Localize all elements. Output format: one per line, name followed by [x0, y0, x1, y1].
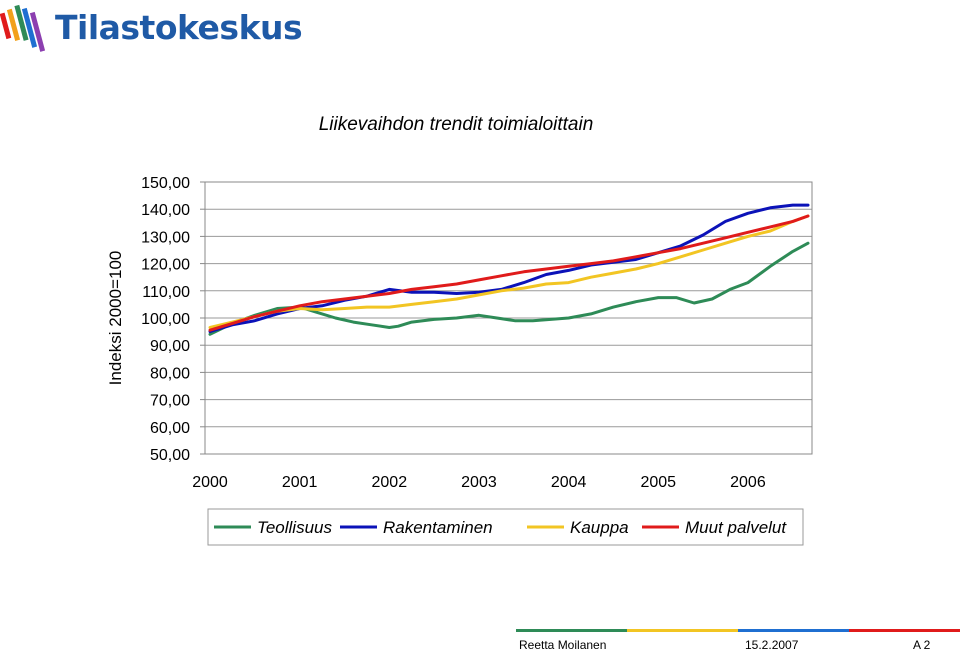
y-tick-label: 50,00 [150, 447, 190, 464]
legend-label: Kauppa [570, 518, 629, 537]
x-tick-label: 2002 [372, 474, 408, 491]
legend-label: Muut palvelut [685, 518, 787, 537]
x-tick-label: 2004 [551, 474, 587, 491]
y-tick-label: 130,00 [141, 229, 190, 246]
series-line-muut-palvelut [208, 214, 810, 332]
footer-stripes [516, 629, 960, 632]
footer-page-number: A 2 [913, 638, 931, 652]
footer-stripe [738, 629, 849, 632]
y-tick-label: 60,00 [150, 420, 190, 437]
series-line-kauppa [208, 214, 810, 329]
footer-stripe [516, 629, 627, 632]
plot-area [204, 181, 813, 455]
y-tick-label: 70,00 [150, 393, 190, 410]
tilastokeskus-logo: Tilastokeskus [0, 0, 303, 64]
y-tick-label: 100,00 [141, 311, 190, 328]
y-tick-label: 140,00 [141, 202, 190, 219]
series-line-teollisuus [208, 241, 810, 336]
series-lines [208, 203, 810, 336]
y-tick-label: 90,00 [150, 338, 190, 355]
x-tick-label: 2006 [730, 474, 766, 491]
footer-author: Reetta Moilanen [519, 638, 607, 652]
logo-mark-icon [0, 4, 46, 52]
logo-wordmark: Tilastokeskus [55, 8, 303, 47]
footer-date: 15.2.2007 [745, 638, 799, 652]
y-tick-label: 80,00 [150, 365, 190, 382]
footer-stripe [627, 629, 738, 632]
x-tick-label: 2000 [192, 474, 228, 491]
series-line-rakentaminen [208, 203, 810, 334]
y-tick-label: 150,00 [141, 175, 190, 192]
x-tick-label: 2001 [282, 474, 318, 491]
x-tick-label: 2005 [640, 474, 676, 491]
legend-label: Rakentaminen [383, 518, 493, 537]
gridlines [200, 181, 812, 455]
y-axis-label: Indeksi 2000=100 [106, 251, 125, 386]
y-tick-label: 110,00 [142, 284, 190, 301]
legend-box [207, 508, 804, 546]
chart-title: Liikevaihdon trendit toimialoittain [319, 114, 594, 135]
y-tick-labels: 150,00 140,00 130,00 120,00 110,00 100,00 90,0… [141, 175, 190, 464]
footer-stripe [849, 629, 960, 632]
y-tick-label: 120,00 [141, 257, 190, 274]
legend-label: Teollisuus [257, 518, 332, 537]
x-tick-labels: 2000 2001 2002 2003 2004 2005 2006 [192, 474, 766, 491]
legend: Teollisuus Rakentaminen Kauppa Muut palvelu… [207, 508, 804, 546]
x-tick-label: 2003 [461, 474, 497, 491]
